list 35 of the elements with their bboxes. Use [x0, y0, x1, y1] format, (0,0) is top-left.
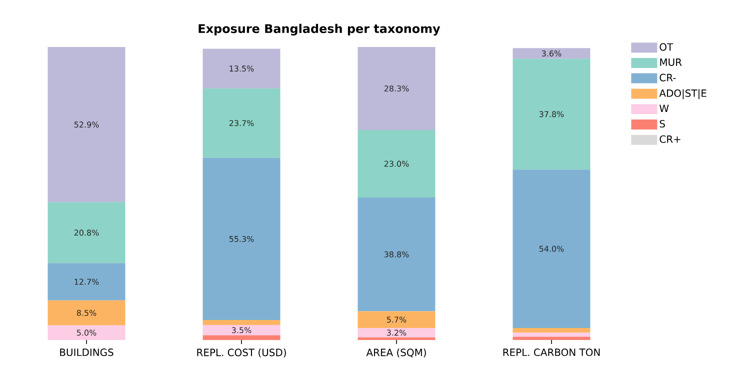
- bar: [48, 325, 126, 340]
- bar: [512, 48, 590, 59]
- bar: [48, 202, 126, 264]
- legend-label: MUR: [660, 58, 682, 66]
- legend-label: OT: [660, 43, 674, 51]
- bar: [512, 328, 590, 333]
- bar: [358, 197, 436, 312]
- legend-label: ADO|ST|E: [659, 89, 706, 100]
- bar: [202, 88, 280, 158]
- bar: [202, 320, 280, 326]
- bar: [358, 130, 436, 198]
- legend-label: CR+: [660, 135, 680, 143]
- x-tick-label: BUILDINGS: [60, 348, 114, 356]
- x-tick-label: REPL. CARBON TON: [503, 348, 600, 356]
- legend-label: S: [660, 120, 665, 128]
- bar: [202, 335, 280, 340]
- bar: [202, 325, 280, 336]
- bar: [512, 336, 590, 340]
- bar: [48, 47, 126, 202]
- chart-title: Exposure Bangladesh per taxonomy: [198, 24, 440, 36]
- x-tick-label: AREA (SQM): [366, 348, 426, 358]
- bar: [512, 58, 590, 170]
- bar: [358, 311, 436, 328]
- bar: [358, 47, 436, 130]
- bar: [48, 300, 126, 326]
- legend-label: CR-: [660, 74, 676, 82]
- bar: [202, 158, 280, 320]
- bar: [358, 328, 436, 338]
- bar: [512, 332, 590, 337]
- x-tick-label: REPL. COST (USD): [197, 348, 286, 358]
- bar: [358, 337, 436, 340]
- legend-label: W: [660, 104, 669, 112]
- bar: [512, 170, 590, 328]
- bar: [48, 263, 126, 300]
- bar: [202, 48, 280, 88]
